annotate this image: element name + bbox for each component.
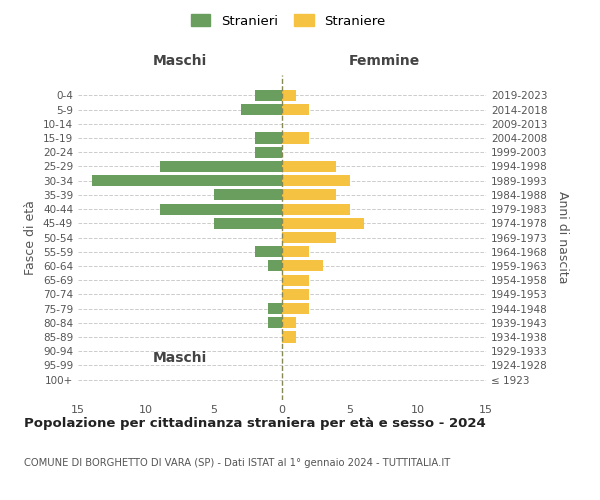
Bar: [160, 204, 282, 214]
Bar: [282, 204, 350, 214]
Bar: [255, 246, 282, 258]
Bar: [282, 332, 296, 342]
Bar: [282, 132, 309, 143]
Bar: [282, 289, 309, 300]
Bar: [282, 246, 309, 258]
Bar: [160, 161, 282, 172]
Text: Maschi: Maschi: [153, 351, 207, 365]
Bar: [282, 260, 323, 272]
Y-axis label: Fasce di età: Fasce di età: [25, 200, 37, 275]
Text: Maschi: Maschi: [153, 54, 207, 68]
Bar: [282, 190, 337, 200]
Bar: [268, 260, 282, 272]
Bar: [282, 303, 309, 314]
Bar: [268, 303, 282, 314]
Text: COMUNE DI BORGHETTO DI VARA (SP) - Dati ISTAT al 1° gennaio 2024 - TUTTITALIA.IT: COMUNE DI BORGHETTO DI VARA (SP) - Dati …: [24, 458, 450, 468]
Bar: [282, 90, 296, 101]
Bar: [214, 218, 282, 229]
Y-axis label: Anni di nascita: Anni di nascita: [556, 191, 569, 284]
Bar: [282, 218, 364, 229]
Bar: [282, 274, 309, 285]
Bar: [282, 232, 337, 243]
Bar: [255, 146, 282, 158]
Text: Popolazione per cittadinanza straniera per età e sesso - 2024: Popolazione per cittadinanza straniera p…: [24, 418, 486, 430]
Bar: [268, 318, 282, 328]
Bar: [255, 132, 282, 143]
Bar: [282, 175, 350, 186]
Bar: [282, 104, 309, 115]
Text: Femmine: Femmine: [349, 54, 419, 68]
Bar: [282, 161, 337, 172]
Bar: [214, 190, 282, 200]
Legend: Stranieri, Straniere: Stranieri, Straniere: [188, 12, 388, 30]
Bar: [241, 104, 282, 115]
Bar: [282, 318, 296, 328]
Bar: [92, 175, 282, 186]
Bar: [255, 90, 282, 101]
